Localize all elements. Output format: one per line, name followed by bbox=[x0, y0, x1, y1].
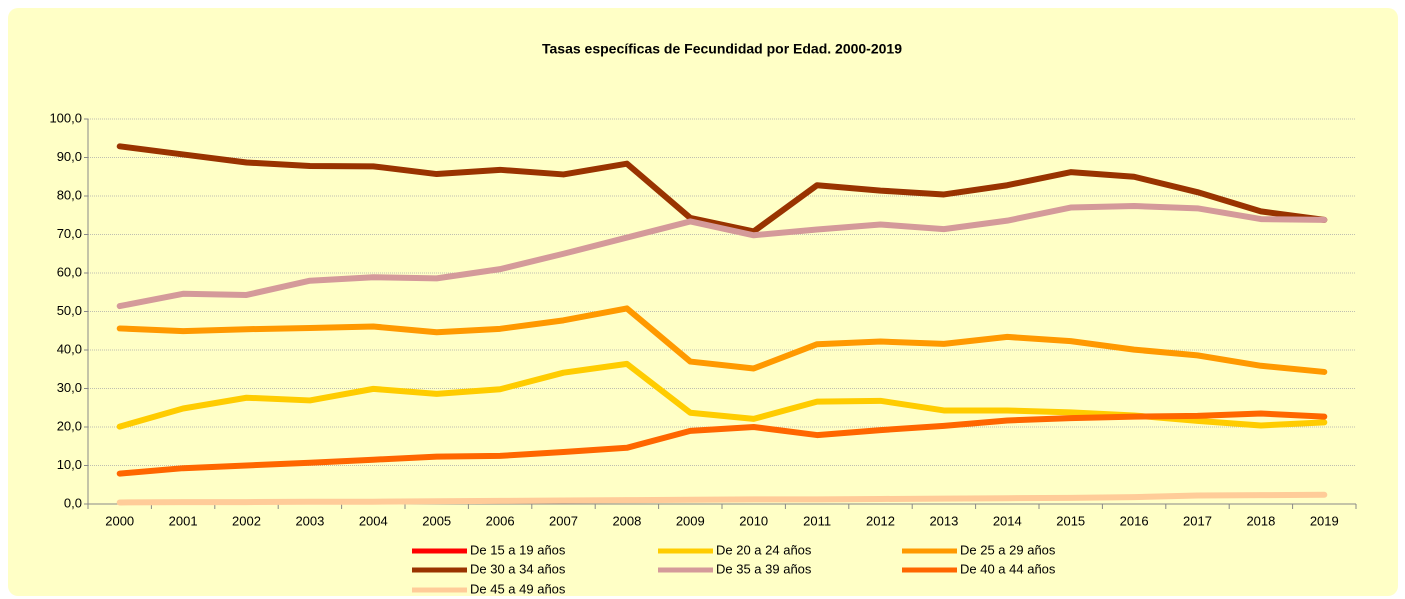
x-tick-label: 2002 bbox=[232, 513, 261, 528]
series-line bbox=[116, 203, 1328, 310]
y-tick-label: 60,0 bbox=[57, 264, 82, 279]
x-tick-label: 2018 bbox=[1246, 513, 1275, 528]
legend-label: De 45 a 49 años bbox=[470, 581, 566, 596]
y-tick-label: 20,0 bbox=[57, 418, 82, 433]
y-tick-label: 80,0 bbox=[57, 187, 82, 202]
series-line bbox=[116, 305, 1328, 375]
chart-title: Tasas específicas de Fecundidad por Edad… bbox=[542, 41, 902, 57]
y-tick-label: 10,0 bbox=[57, 457, 82, 472]
x-tick-label: 2000 bbox=[105, 513, 134, 528]
y-tick-label: 100,0 bbox=[49, 110, 82, 125]
series-line bbox=[116, 491, 1328, 506]
y-tick-label: 70,0 bbox=[57, 226, 82, 241]
legend-label: De 15 a 19 años bbox=[470, 542, 566, 557]
legend-label: De 35 a 39 años bbox=[716, 561, 812, 576]
legend-label: De 20 a 24 años bbox=[716, 542, 812, 557]
x-tick-label: 2008 bbox=[612, 513, 641, 528]
x-tick-label: 2017 bbox=[1183, 513, 1212, 528]
x-tick-label: 2004 bbox=[359, 513, 388, 528]
series-line bbox=[116, 143, 1328, 235]
x-tick-label: 2006 bbox=[486, 513, 515, 528]
x-tick-label: 2003 bbox=[295, 513, 324, 528]
legend-label: De 30 a 34 años bbox=[470, 561, 566, 576]
x-tick-label: 2015 bbox=[1056, 513, 1085, 528]
x-tick-label: 2014 bbox=[993, 513, 1022, 528]
legend-label: De 40 a 44 años bbox=[960, 561, 1056, 576]
chart-background bbox=[8, 8, 1398, 596]
x-tick-label: 2001 bbox=[169, 513, 198, 528]
legend-label: De 25 a 29 años bbox=[960, 542, 1056, 557]
x-tick-label: 2011 bbox=[803, 513, 831, 528]
x-tick-label: 2010 bbox=[739, 513, 768, 528]
x-tick-label: 2013 bbox=[929, 513, 958, 528]
y-tick-label: 0,0 bbox=[64, 495, 82, 510]
x-tick-label: 2016 bbox=[1120, 513, 1149, 528]
x-tick-label: 2019 bbox=[1310, 513, 1339, 528]
y-tick-label: 90,0 bbox=[57, 149, 82, 164]
x-tick-label: 2005 bbox=[422, 513, 451, 528]
x-tick-label: 2007 bbox=[549, 513, 578, 528]
y-tick-label: 30,0 bbox=[57, 380, 82, 395]
series-line bbox=[116, 410, 1328, 477]
x-tick-label: 2012 bbox=[866, 513, 895, 528]
y-tick-label: 40,0 bbox=[57, 341, 82, 356]
x-tick-label: 2009 bbox=[676, 513, 705, 528]
y-tick-label: 50,0 bbox=[57, 303, 82, 318]
